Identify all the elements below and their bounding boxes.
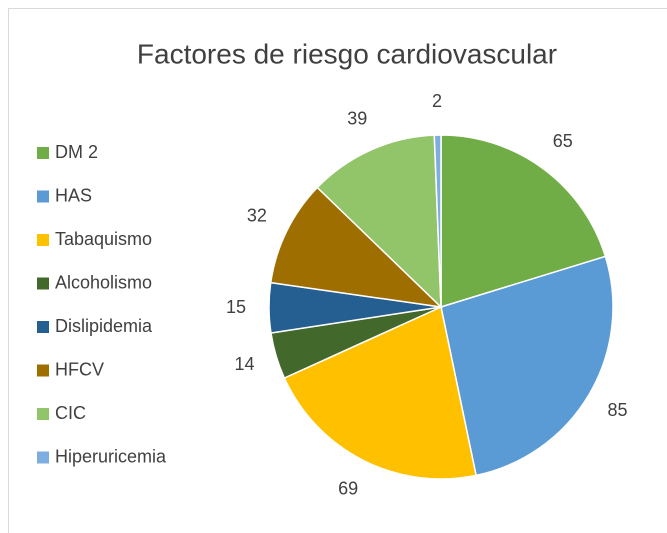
legend-label: Hiperuricemia [55, 446, 167, 466]
pie-slice [440, 134, 607, 309]
pie-slice [433, 134, 442, 308]
data-label: 85 [608, 400, 628, 420]
pie-slice [440, 255, 614, 477]
data-label: 69 [338, 479, 358, 499]
legend-label: DM 2 [55, 142, 98, 162]
legend-label: Dislipidemia [55, 316, 153, 336]
data-label: 14 [234, 354, 254, 374]
legend-swatch [37, 321, 49, 333]
legend-swatch [37, 451, 49, 464]
legend-swatch [37, 147, 49, 159]
data-label: 65 [553, 131, 573, 151]
data-label: 39 [347, 109, 367, 129]
chart-title: Factores de riesgo cardiovascular [137, 38, 557, 69]
data-label: 32 [247, 206, 267, 226]
legend-swatch [37, 364, 49, 377]
pie-slice [283, 305, 477, 480]
data-label: 15 [226, 297, 246, 317]
legend-swatch [37, 190, 49, 203]
pie-slice [269, 186, 444, 309]
legend-label: HAS [55, 185, 92, 205]
legend-label: HFCV [55, 359, 104, 379]
legend-label: Alcoholismo [55, 272, 152, 292]
legend-label: Tabaquismo [55, 229, 152, 249]
legend-swatch [37, 408, 49, 420]
data-label: 2 [432, 91, 442, 111]
legend-swatch [37, 277, 49, 290]
legend-label: CIC [55, 403, 86, 423]
pie-slice [316, 134, 442, 309]
legend-swatch [37, 234, 49, 246]
